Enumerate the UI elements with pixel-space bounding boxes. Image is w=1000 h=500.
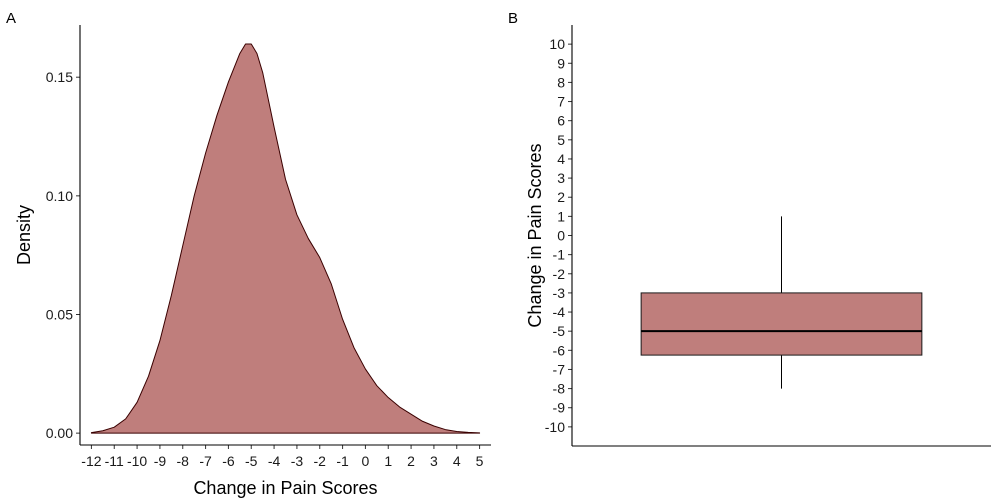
y-tick-label: 1 [557, 208, 565, 224]
y-tick-label: 0.00 [46, 425, 73, 441]
x-tick-label: 3 [430, 453, 438, 469]
y-tick-label: 3 [557, 170, 565, 186]
y-tick-label: 0.05 [46, 306, 73, 322]
y-tick-label: 9 [557, 55, 565, 71]
y-tick-label: 10 [549, 36, 565, 52]
y-tick-label: 7 [557, 94, 565, 110]
y-tick-label: -6 [553, 342, 566, 358]
y-tick-label: 0 [557, 228, 565, 244]
y-tick-label: 8 [557, 74, 565, 90]
y-axis-ticks: 0.00 0.05 0.10 0.15 [46, 69, 80, 441]
x-tick-label: -1 [336, 453, 349, 469]
x-tick-label: -5 [245, 453, 258, 469]
y-axis-title: Change in Pain Scores [525, 143, 545, 327]
y-tick-label: 6 [557, 113, 565, 129]
x-tick-label: -2 [314, 453, 327, 469]
x-tick-label: -4 [268, 453, 281, 469]
x-tick-label: -9 [154, 453, 167, 469]
y-tick-label: -2 [553, 266, 566, 282]
x-tick-label: -12 [81, 453, 101, 469]
y-tick-label: -9 [553, 400, 566, 416]
y-tick-label: 5 [557, 132, 565, 148]
x-tick-label: -6 [222, 453, 235, 469]
y-tick-label: 0.10 [46, 188, 73, 204]
x-tick-label: -7 [199, 453, 212, 469]
y-tick-label: -8 [553, 381, 566, 397]
y-tick-label: -7 [553, 361, 566, 377]
x-axis-title: Change in Pain Scores [193, 478, 377, 498]
y-tick-label: 4 [557, 151, 565, 167]
x-axis-ticks: -12 -11 -10 -9 -8 -7 -6 -5 -4 -3 -2 -1 0 1 2 3 4 5 [81, 445, 484, 469]
y-tick-label: -4 [553, 304, 566, 320]
x-tick-label: -8 [177, 453, 190, 469]
density-chart-panel: 0.000.050.100.15 -12 -11 -10 -9 -8 -7 -6 -5 -4 -3… [14, 25, 491, 498]
y-tick-label: 0.15 [46, 69, 73, 85]
x-tick-label: 0 [362, 453, 370, 469]
y-tick-label: -3 [553, 285, 566, 301]
panel-label-a: A [6, 10, 16, 27]
y-tick-label: -1 [553, 247, 566, 263]
panel-label-b: B [508, 10, 518, 27]
x-tick-label: -11 [105, 453, 124, 469]
y-tick-label: -10 [545, 419, 565, 435]
interquartile-box [640, 292, 923, 356]
y-tick-label: 2 [557, 189, 565, 205]
x-tick-label: -10 [127, 453, 147, 469]
x-tick-label: -3 [291, 453, 304, 469]
y-axis-title: Density [14, 205, 34, 265]
x-tick-label: 1 [384, 453, 392, 469]
x-tick-label: 4 [453, 453, 461, 469]
density-area [90, 43, 481, 434]
x-tick-label: 5 [476, 453, 484, 469]
x-tick-label: 2 [407, 453, 415, 469]
y-tick-label: -5 [553, 323, 566, 339]
